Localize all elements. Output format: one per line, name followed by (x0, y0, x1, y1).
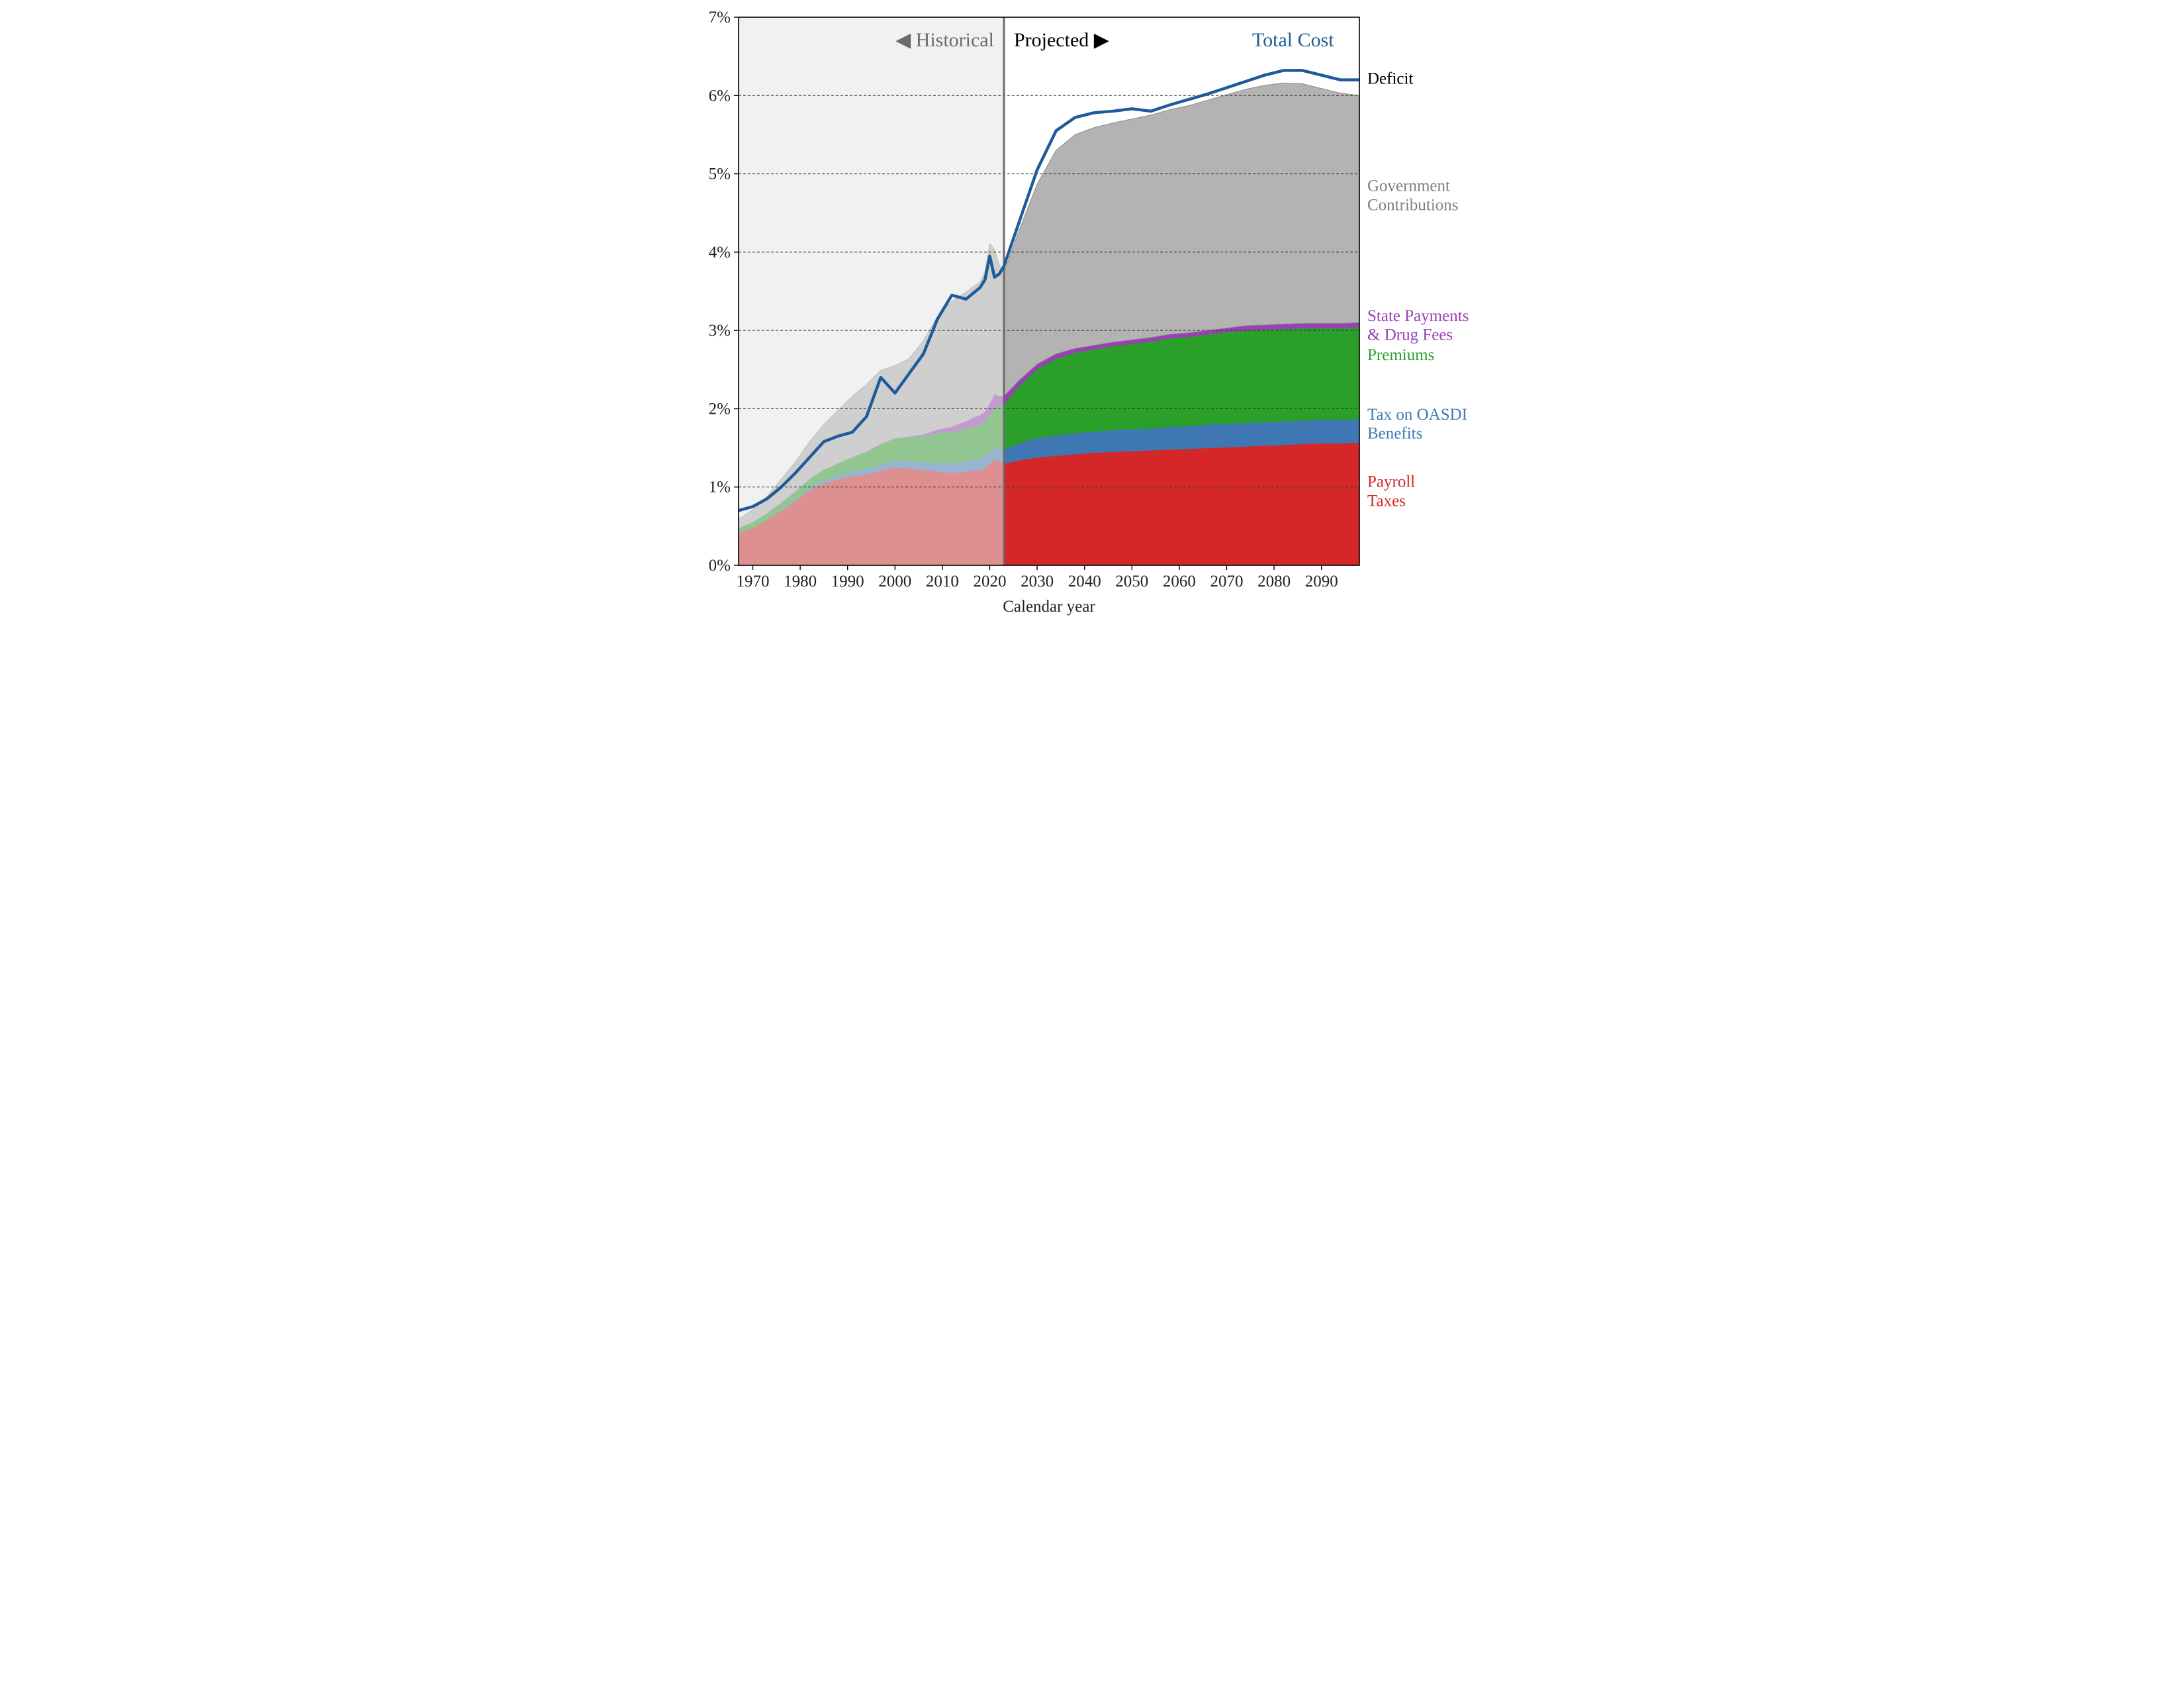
chart-container: 0% 1% 2% 3% 4% 5% 6% 7% 1970 1980 1990 2000 2010 2020… (687, 0, 1497, 628)
x-tick-label: 2070 (1210, 573, 1244, 590)
series-label-payroll: PayrollTaxes (1367, 473, 1415, 510)
historical-overlay (739, 17, 1004, 565)
x-tick-label: 2050 (1115, 573, 1148, 590)
chart-svg: 0% 1% 2% 3% 4% 5% 6% 7% 1970 1980 1990 2000 2010 2020… (687, 0, 1497, 628)
projected-label: Projected ▶ (1014, 29, 1109, 51)
series-label-deficit: Deficit (1367, 70, 1413, 88)
series-label-gov_contrib: GovernmentContributions (1367, 177, 1459, 214)
x-tick-label: 2080 (1257, 573, 1291, 590)
x-tick-label: 2020 (973, 573, 1006, 590)
series-label-oasdi_tax: Tax on OASDIBenefits (1367, 406, 1467, 443)
series-label-premiums: Premiums (1367, 346, 1434, 364)
x-tick-label: 2040 (1068, 573, 1101, 590)
x-tick-label: 2000 (878, 573, 911, 590)
y-tick-label: 7% (709, 9, 731, 26)
x-tick-label: 1970 (736, 573, 769, 590)
series-label-state_drug: State Payments& Drug Fees (1367, 307, 1469, 344)
x-tick-label: 2060 (1163, 573, 1196, 590)
x-tick-label: 2090 (1305, 573, 1338, 590)
y-tick-label: 4% (709, 244, 731, 261)
y-tick-label: 2% (709, 400, 731, 418)
y-tick-label: 0% (709, 557, 731, 575)
historical-label: ◀ Historical (895, 29, 994, 51)
y-tick-label: 1% (709, 479, 731, 496)
x-axis-label: Calendar year (1003, 598, 1095, 616)
y-tick-label: 6% (709, 87, 731, 105)
x-tick-label: 1980 (784, 573, 817, 590)
x-tick-label: 2030 (1021, 573, 1054, 590)
total-cost-label: Total Cost (1252, 29, 1334, 51)
y-tick-label: 5% (709, 165, 731, 183)
x-tick-label: 2010 (926, 573, 959, 590)
y-tick-label: 3% (709, 322, 731, 340)
x-tick-label: 1990 (831, 573, 864, 590)
